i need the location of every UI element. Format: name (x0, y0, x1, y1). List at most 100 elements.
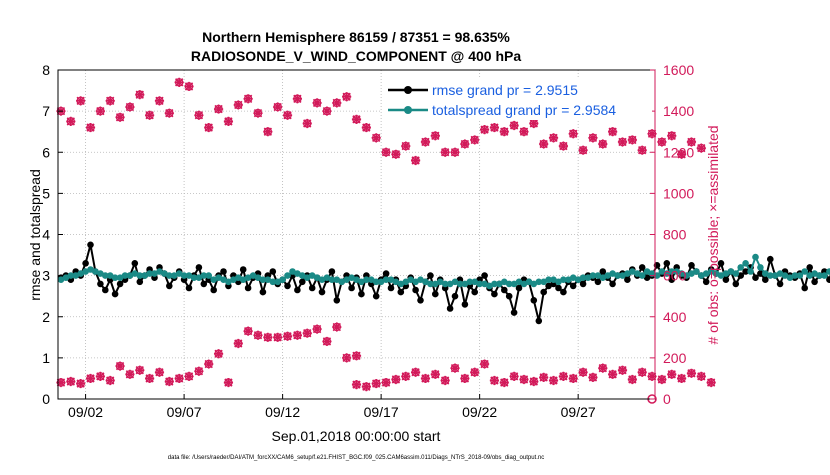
obs-assimilated-marker (371, 378, 381, 389)
totalspread-point (742, 260, 749, 267)
obs-assimilated-marker (489, 375, 500, 386)
obs-assimilated-marker (381, 377, 391, 388)
obs-count-point (66, 376, 76, 387)
obs-assimilated-marker (676, 373, 687, 384)
obs-assimilated-marker (519, 127, 529, 137)
obs-count-point (391, 374, 401, 385)
obs-assimilated-marker (381, 147, 391, 157)
obs-assimilated-marker (539, 372, 549, 383)
totalspread-point (382, 276, 390, 284)
obs-count-point (135, 90, 145, 100)
obs-assimilated-marker (312, 98, 322, 108)
obs-count-point (686, 368, 697, 378)
rmse-point (594, 278, 602, 286)
rmse-point (97, 280, 104, 288)
totalspread-point (102, 272, 109, 279)
totalspread-point (693, 268, 700, 275)
obs-count-point (529, 118, 539, 129)
obs-assimilated-marker (558, 371, 568, 381)
totalspread-point (170, 272, 178, 279)
obs-assimilated-marker (105, 96, 115, 106)
totalspread-point (589, 272, 597, 279)
obs-assimilated-marker (135, 90, 145, 100)
obs-count-point (489, 375, 500, 386)
obs-assimilated-marker (115, 112, 125, 122)
obs-assimilated-marker (351, 351, 362, 361)
totalspread-point (505, 280, 513, 288)
obs-assimilated-marker (411, 155, 421, 166)
obs-assimilated-marker (351, 114, 362, 124)
obs-count-point (351, 351, 362, 361)
obs-assimilated-marker (440, 147, 450, 157)
obs-assimilated-marker (76, 378, 86, 389)
totalspread-point (427, 280, 434, 288)
x-axis-label: Sep.01,2018 00:00:00 start (272, 428, 441, 444)
obs-assimilated-marker (578, 367, 588, 377)
obs-count-point (647, 129, 657, 139)
obs-assimilated-marker (243, 326, 253, 336)
obs-count-point (588, 372, 598, 383)
obs-assimilated-marker (174, 373, 184, 384)
rmse-point (87, 241, 94, 249)
obs-count-point (145, 373, 155, 384)
rmse-point (195, 264, 203, 271)
rmse-point (461, 301, 469, 308)
totalspread-point (491, 280, 498, 288)
totalspread-point (146, 270, 153, 277)
x-axis: 09/02 09/07 09/12 09/17 09/22 09/27 (68, 394, 596, 420)
obs-count-point (479, 125, 490, 135)
rmse-point (333, 297, 341, 304)
obs-assimilated-marker (342, 353, 352, 363)
obs-count-point (125, 102, 135, 112)
totalspread-point (121, 272, 129, 279)
totalspread-point (752, 253, 759, 261)
obs-count-point (351, 380, 362, 390)
obs-count-point (125, 369, 135, 379)
totalspread-point (747, 268, 754, 275)
obs-count-point (95, 371, 105, 381)
totalspread-point (264, 276, 272, 284)
rmse-point (530, 297, 538, 304)
obs-assimilated-marker (657, 374, 667, 385)
totalspread-point (826, 268, 830, 275)
obs-count-point (243, 326, 253, 336)
obs-count-point (440, 375, 450, 386)
obs-count-point (539, 372, 549, 383)
obs-count-point (598, 139, 608, 149)
obs-count-point (696, 143, 706, 153)
rmse-point (722, 276, 730, 284)
rmse-point (471, 288, 479, 296)
obs-count-point (440, 147, 450, 157)
rmse-point (116, 280, 124, 288)
totalspread-point (609, 270, 616, 277)
obs-count-point (76, 378, 86, 389)
obs-assimilated-marker (539, 139, 549, 149)
obs-count-point (460, 373, 470, 384)
obs-count-point (627, 135, 637, 145)
obs-assimilated-marker (145, 110, 155, 120)
obs-count-point (489, 122, 500, 133)
totalspread-point (762, 270, 769, 277)
rmse-point (259, 288, 267, 296)
obs-assimilated-marker (184, 81, 194, 92)
right-axis: 0 200 400 600 800 1000 1200 1400 1600 (650, 62, 694, 407)
obs-assimilated-marker (361, 122, 371, 133)
obs-count-point (312, 324, 322, 334)
obs-count-point (637, 367, 647, 377)
totalspread-point (377, 278, 385, 286)
obs-count-point (617, 365, 628, 375)
totalspread-point (614, 272, 621, 279)
obs-assimilated-marker (164, 376, 174, 387)
right-tick-label: 200 (663, 350, 687, 366)
obs-assimilated-marker (322, 106, 332, 116)
obs-count-point (361, 122, 371, 133)
obs-count-point (450, 147, 460, 157)
obs-count-point (223, 377, 234, 388)
rmse-point (801, 284, 808, 292)
totalspread-point (372, 278, 380, 286)
obs-count-point (204, 359, 214, 369)
obs-count-point (351, 114, 362, 124)
totalspread-point (92, 268, 99, 275)
obs-count-point (558, 371, 568, 381)
